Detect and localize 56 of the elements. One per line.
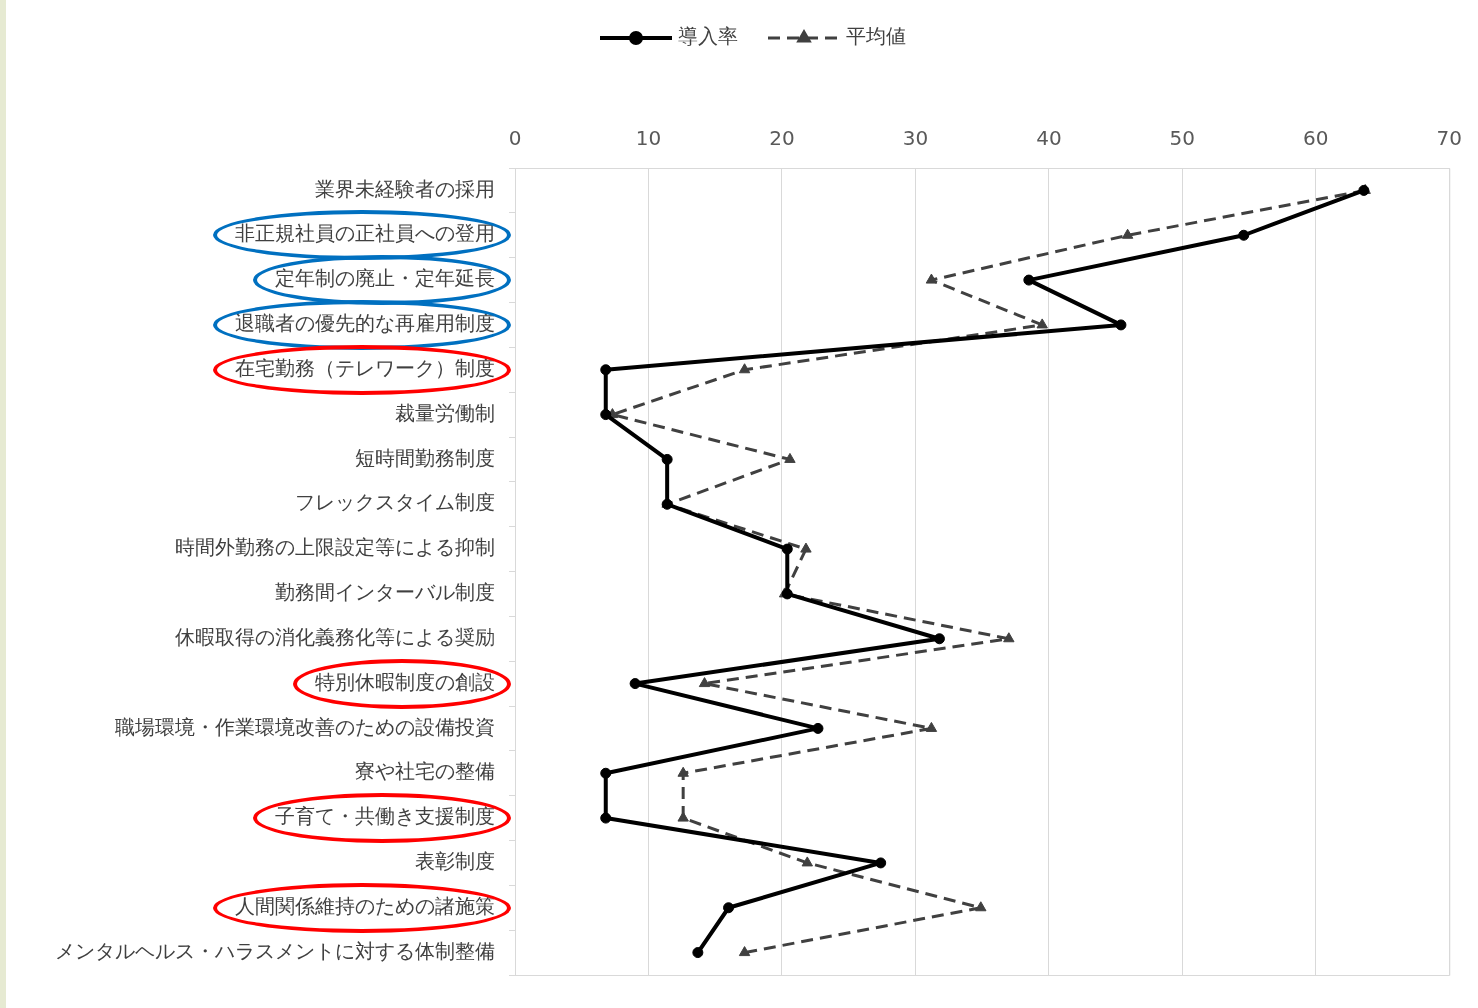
point bbox=[692, 947, 704, 959]
x-tick-label: 70 bbox=[1436, 126, 1462, 151]
y-tick-label: 職場環境・作業環境改善のための設備投資 bbox=[115, 714, 495, 739]
point bbox=[723, 902, 735, 914]
point bbox=[1238, 229, 1250, 241]
y-tick-label: 特別休暇制度の創設 bbox=[315, 669, 495, 694]
point bbox=[781, 543, 793, 555]
y-tick-label: 勤務間インターバル制度 bbox=[275, 580, 495, 605]
point bbox=[600, 364, 612, 376]
y-tick-label: 在宅勤務（テレワーク）制度 bbox=[235, 355, 495, 380]
point bbox=[600, 812, 612, 824]
point bbox=[975, 901, 987, 912]
y-tick-label: 短時間勤務制度 bbox=[355, 445, 495, 470]
y-tick-label: 寮や社宅の整備 bbox=[355, 759, 495, 784]
point bbox=[600, 767, 612, 779]
point bbox=[1003, 632, 1015, 643]
y-tick-label: 時間外勤務の上限設定等による抑制 bbox=[175, 535, 495, 560]
x-tick-label: 40 bbox=[1036, 126, 1062, 151]
y-tick-label: 業界未経験者の採用 bbox=[315, 176, 495, 201]
point bbox=[812, 722, 824, 734]
y-tick-label: 非正規社員の正社員への登用 bbox=[235, 221, 495, 246]
point bbox=[738, 363, 751, 374]
y-tick-label: 子育て・共働き支援制度 bbox=[275, 804, 495, 829]
point bbox=[1121, 228, 1134, 239]
point bbox=[698, 677, 711, 688]
point bbox=[661, 453, 673, 465]
point bbox=[600, 409, 612, 421]
point bbox=[933, 633, 945, 645]
y-tick-label: フレックスタイム制度 bbox=[295, 490, 495, 515]
x-tick-label: 0 bbox=[508, 126, 522, 151]
y-tick-label: メンタルヘルス・ハラスメントに対する体制整備 bbox=[55, 938, 495, 963]
x-tick-label: 50 bbox=[1169, 126, 1196, 151]
point bbox=[925, 721, 938, 732]
point bbox=[1036, 318, 1048, 329]
point bbox=[629, 678, 641, 690]
point bbox=[738, 946, 751, 957]
legend-label: 平均値 bbox=[846, 24, 906, 49]
y-tick-label: 表彰制度 bbox=[415, 849, 495, 874]
y-tick-label: 裁量労働制 bbox=[395, 400, 495, 425]
legend-label: 導入率 bbox=[678, 24, 738, 49]
y-tick-label: 退職者の優先的な再雇用制度 bbox=[235, 311, 495, 336]
x-tick-label: 10 bbox=[635, 126, 662, 151]
y-tick-label: 休暇取得の消化義務化等による奨励 bbox=[175, 624, 495, 649]
y-tick-label: 定年制の廃止・定年延長 bbox=[275, 266, 495, 291]
y-tick-label: 人間関係維持のための諸施策 bbox=[235, 893, 495, 918]
point bbox=[1023, 274, 1035, 286]
point bbox=[784, 452, 796, 463]
point bbox=[800, 542, 812, 553]
x-tick-label: 20 bbox=[769, 126, 795, 151]
point bbox=[801, 856, 813, 867]
x-tick-label: 30 bbox=[902, 126, 929, 151]
point bbox=[875, 857, 887, 869]
point bbox=[677, 766, 689, 777]
point bbox=[925, 273, 938, 284]
x-tick-label: 60 bbox=[1303, 126, 1329, 151]
point bbox=[1115, 319, 1127, 331]
